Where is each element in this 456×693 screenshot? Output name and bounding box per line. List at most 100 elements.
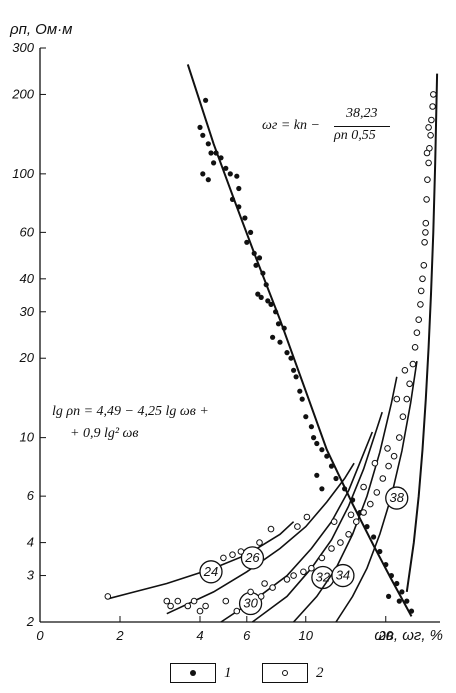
series-2-point-9 bbox=[233, 607, 241, 615]
legend-swatch-2 bbox=[262, 663, 308, 683]
series-1-point-30 bbox=[281, 325, 287, 331]
series-1-point-48 bbox=[333, 475, 339, 482]
x-tick-label-3: 6 bbox=[243, 628, 251, 643]
series-1-point-54 bbox=[377, 548, 383, 555]
series-1-point-2 bbox=[203, 97, 209, 103]
series-2-point-35 bbox=[413, 329, 421, 337]
series-2-point-55 bbox=[229, 551, 236, 559]
series-2-point-38 bbox=[417, 287, 425, 295]
y-tick-label-9: 100 bbox=[12, 166, 34, 181]
series-1-point-16 bbox=[242, 215, 248, 221]
series-1-point-18 bbox=[248, 229, 254, 235]
series-2-point-36 bbox=[415, 316, 423, 324]
series-2-point-44 bbox=[424, 176, 431, 183]
series-2-point-48 bbox=[428, 116, 435, 124]
series-2-point-28 bbox=[390, 452, 398, 460]
open-circle-icon bbox=[282, 670, 288, 676]
series-1-point-0 bbox=[197, 124, 203, 130]
series-2-point-7 bbox=[202, 602, 209, 610]
x-tick-label-0: 0 bbox=[36, 628, 44, 643]
series-2-point-67 bbox=[401, 367, 409, 374]
series-2-point-60 bbox=[303, 513, 311, 521]
series-1-point-41 bbox=[311, 435, 317, 441]
series-1-point-52 bbox=[364, 524, 370, 530]
series-1-point-56 bbox=[388, 573, 394, 579]
series-2-point-63 bbox=[360, 483, 367, 491]
series-2-point-43 bbox=[423, 196, 430, 203]
series-2-point-21 bbox=[345, 531, 352, 538]
series-1-point-22 bbox=[260, 270, 266, 276]
series-2-point-26 bbox=[379, 475, 387, 482]
series-2-point-15 bbox=[290, 572, 297, 579]
series-2-point-10 bbox=[247, 588, 254, 596]
formula-fit-2-numerator: 38,23 bbox=[346, 106, 378, 121]
series-2-point-19 bbox=[328, 545, 335, 552]
series-2-point-8 bbox=[222, 597, 230, 605]
series-1-point-17 bbox=[244, 239, 250, 245]
series-2-point-58 bbox=[267, 525, 275, 533]
series-2-point-37 bbox=[417, 301, 424, 308]
series-1-point-28 bbox=[273, 309, 279, 315]
formula-fit-2-lhs: ωг = kп − bbox=[262, 118, 320, 133]
series-2-point-27 bbox=[385, 462, 392, 470]
series-2-point-66 bbox=[393, 395, 401, 403]
series-2-point-65 bbox=[384, 445, 391, 452]
legend-item-1: 1 bbox=[170, 662, 232, 684]
series-2-point-31 bbox=[403, 395, 411, 403]
legend-swatch-1 bbox=[170, 663, 216, 683]
series-1-point-8 bbox=[213, 150, 219, 156]
iso-curve-label-circle-26 bbox=[240, 546, 265, 570]
y-tick-label-2: 4 bbox=[27, 535, 34, 550]
series-2-point-34 bbox=[411, 344, 419, 351]
series-2-point-39 bbox=[419, 275, 426, 283]
series-2-point-47 bbox=[427, 132, 434, 139]
series-2-point-22 bbox=[353, 518, 360, 526]
fit-curve-1 bbox=[186, 64, 413, 617]
series-2-point-13 bbox=[269, 584, 276, 591]
y-tick-label-1: 3 bbox=[27, 568, 35, 583]
y-tick-label-7: 40 bbox=[20, 271, 35, 286]
series-2-point-25 bbox=[373, 489, 381, 496]
series-1-point-13 bbox=[236, 185, 242, 192]
legend: 1 2 bbox=[0, 656, 456, 690]
x-tick-label-2: 4 bbox=[196, 628, 203, 643]
series-1-point-20 bbox=[253, 262, 259, 268]
series-1-point-3 bbox=[205, 141, 211, 147]
series-2-point-59 bbox=[294, 523, 301, 530]
x-axis-label: ωв, ωг, % bbox=[374, 627, 443, 644]
y-tick-label-5: 20 bbox=[19, 350, 35, 365]
iso-curve-label-30: 30 bbox=[243, 596, 258, 611]
iso-curve-label-circle-34 bbox=[331, 563, 355, 588]
series-1-point-60 bbox=[408, 608, 415, 614]
series-1-point-5 bbox=[200, 171, 206, 177]
series-2-point-1 bbox=[163, 597, 171, 605]
series-1-point-53 bbox=[371, 534, 377, 540]
series-2-point-62 bbox=[347, 511, 355, 519]
series-1-point-9 bbox=[218, 155, 224, 161]
series-2-point-23 bbox=[360, 509, 367, 516]
legend-item-2: 2 bbox=[262, 662, 324, 684]
series-2-point-49 bbox=[429, 103, 436, 110]
series-1-point-45 bbox=[328, 463, 335, 469]
series-2-point-11 bbox=[257, 593, 265, 600]
series-2-point-3 bbox=[174, 597, 182, 605]
series-2-point-29 bbox=[396, 434, 403, 441]
y-tick-label-11: 300 bbox=[12, 40, 34, 55]
iso-curve-label-34: 34 bbox=[336, 568, 350, 583]
iso-curve-24 bbox=[107, 521, 295, 600]
iso-curve-38 bbox=[335, 360, 418, 623]
y-tick-label-10: 200 bbox=[11, 86, 34, 101]
series-1-point-38 bbox=[299, 396, 305, 402]
y-tick-label-6: 30 bbox=[20, 304, 35, 319]
x-tick-label-1: 2 bbox=[115, 628, 124, 643]
legend-label-1: 1 bbox=[224, 664, 232, 681]
series-2-point-5 bbox=[190, 597, 198, 605]
series-1-point-7 bbox=[211, 160, 217, 166]
series-1-point-10 bbox=[223, 165, 229, 171]
y-tick-label-3: 6 bbox=[27, 488, 35, 503]
series-1-point-49 bbox=[342, 486, 348, 492]
series-1-point-27 bbox=[268, 301, 274, 307]
series-1-point-29 bbox=[275, 321, 282, 327]
series-1-point-44 bbox=[324, 453, 330, 459]
iso-curve-label-32: 32 bbox=[316, 569, 331, 584]
